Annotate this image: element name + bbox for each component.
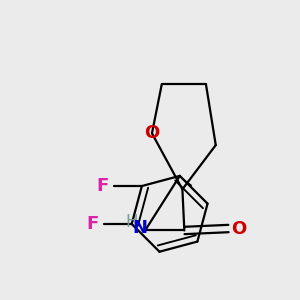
Text: H: H: [126, 213, 138, 231]
Text: F: F: [86, 215, 99, 233]
Text: O: O: [144, 124, 160, 142]
Text: O: O: [231, 220, 246, 238]
Text: N: N: [132, 219, 147, 237]
Text: F: F: [97, 177, 109, 195]
